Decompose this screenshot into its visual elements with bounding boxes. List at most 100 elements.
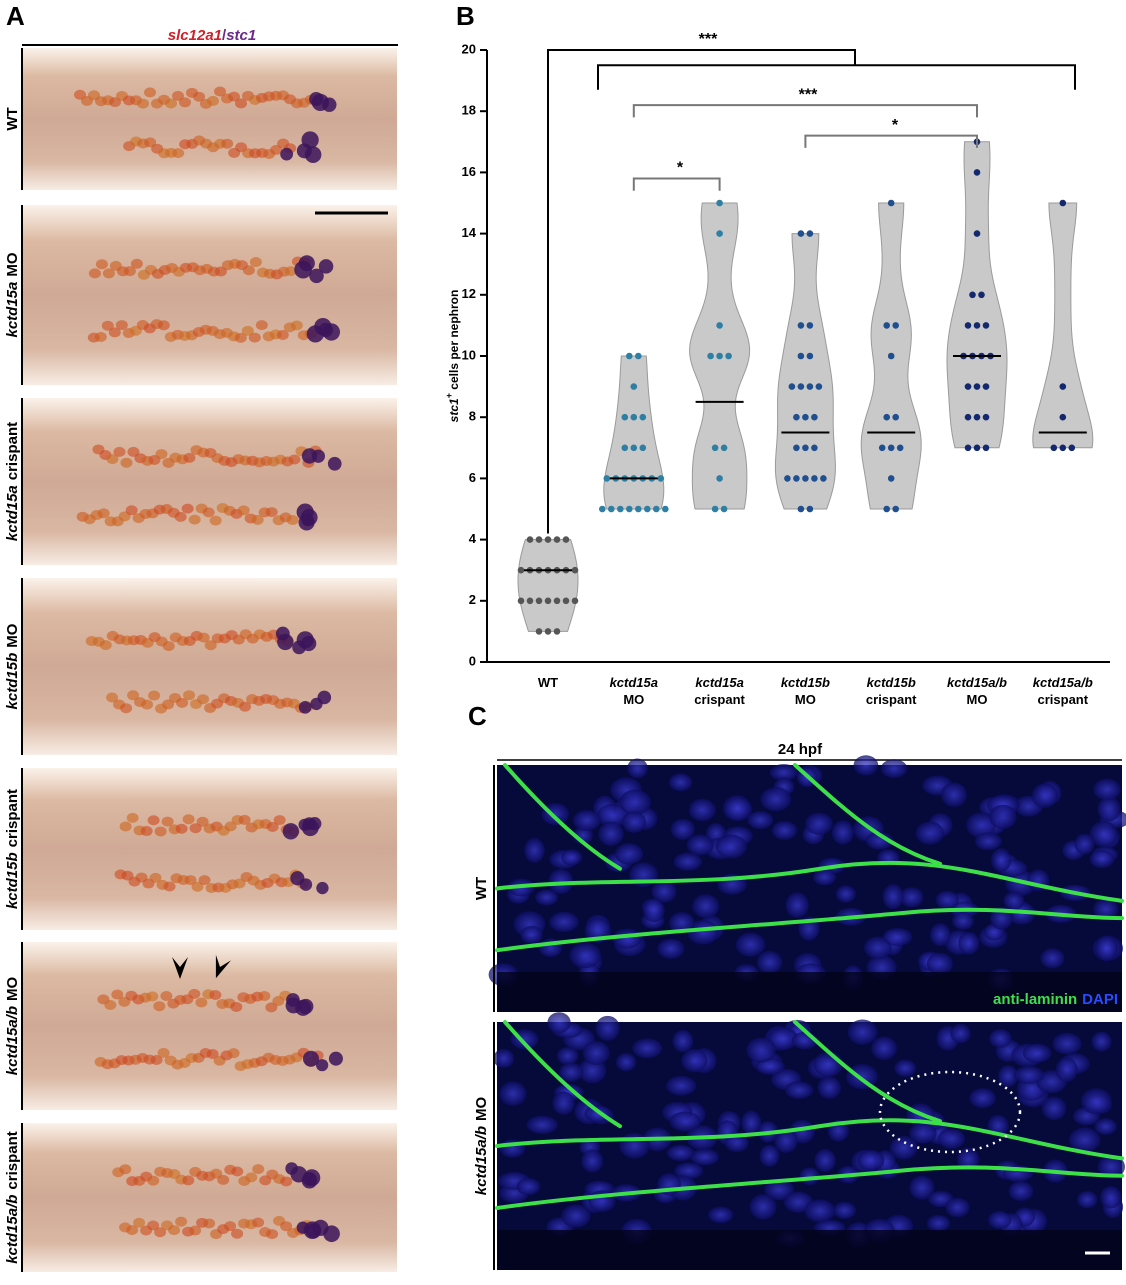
stained-cell bbox=[119, 821, 132, 832]
data-point bbox=[662, 505, 669, 513]
nucleus bbox=[1031, 783, 1058, 808]
stained-cell bbox=[123, 266, 136, 277]
stc1-cell bbox=[316, 1059, 329, 1072]
stc1-cell bbox=[298, 255, 315, 272]
nucleus bbox=[1095, 935, 1118, 962]
data-point bbox=[526, 536, 534, 543]
nucleus bbox=[668, 911, 695, 934]
stained-cell bbox=[120, 457, 133, 468]
panel-label: C bbox=[468, 701, 487, 731]
nucleus bbox=[1055, 1057, 1078, 1083]
stained-cell bbox=[153, 1001, 166, 1012]
stained-cell bbox=[224, 1221, 237, 1232]
stained-cell bbox=[266, 821, 279, 832]
nucleus bbox=[857, 1149, 885, 1171]
data-point bbox=[535, 536, 543, 543]
stained-cell bbox=[147, 1175, 160, 1186]
data-point bbox=[571, 597, 579, 605]
data-point bbox=[973, 444, 981, 452]
nucleus bbox=[688, 798, 716, 822]
y-tick-label: 4 bbox=[469, 531, 477, 546]
stained-cell bbox=[204, 640, 217, 651]
data-point bbox=[621, 413, 629, 421]
data-point bbox=[982, 444, 990, 452]
stained-cell bbox=[252, 1164, 265, 1175]
significance-bracket bbox=[597, 64, 1076, 90]
stained-cell bbox=[231, 1228, 244, 1239]
stained-cell bbox=[99, 640, 112, 651]
row-label: kctd15a MO bbox=[4, 252, 21, 337]
data-point bbox=[711, 505, 719, 513]
nucleus bbox=[632, 1038, 663, 1059]
data-point bbox=[973, 413, 981, 421]
data-point bbox=[892, 505, 899, 513]
stained-cell bbox=[88, 268, 101, 279]
stained-cell bbox=[191, 881, 204, 892]
stained-cell bbox=[280, 1221, 293, 1232]
nucleus bbox=[735, 932, 766, 957]
data-point bbox=[639, 444, 647, 452]
stained-cell bbox=[120, 703, 133, 714]
stained-cell bbox=[265, 507, 278, 518]
nucleus bbox=[1100, 1185, 1122, 1209]
stained-cell bbox=[202, 507, 215, 518]
data-point bbox=[711, 444, 719, 452]
nucleus bbox=[952, 911, 975, 930]
nucleus bbox=[673, 852, 703, 871]
stained-cell bbox=[195, 997, 208, 1008]
stained-cell bbox=[227, 1048, 240, 1059]
nucleus bbox=[621, 811, 647, 833]
label-part: kctd15a bbox=[4, 282, 21, 338]
data-point bbox=[725, 352, 732, 360]
laminin-line bbox=[495, 1118, 1124, 1161]
nucleus bbox=[769, 764, 798, 781]
data-point bbox=[517, 566, 525, 574]
nucleus bbox=[548, 868, 574, 895]
data-point bbox=[969, 291, 976, 299]
panel-label: A bbox=[6, 1, 25, 31]
y-tick-label: 6 bbox=[469, 470, 476, 485]
nucleus bbox=[692, 894, 720, 919]
stained-cell bbox=[209, 515, 222, 526]
label-part: stc1 bbox=[447, 398, 461, 422]
significance-label: * bbox=[677, 160, 684, 177]
outline bbox=[878, 1070, 1022, 1154]
data-point bbox=[630, 444, 638, 452]
nucleus bbox=[499, 1081, 527, 1106]
nucleus bbox=[558, 1062, 584, 1082]
x-tick-label: kctd15a MO bbox=[610, 675, 658, 707]
stained-cell bbox=[172, 148, 185, 159]
data-point bbox=[626, 505, 633, 513]
data-point bbox=[802, 444, 809, 452]
data-point bbox=[599, 505, 606, 513]
nucleus bbox=[516, 1178, 541, 1196]
data-point bbox=[964, 322, 972, 329]
row-label: kctd15b MO bbox=[4, 623, 21, 709]
stained-cell bbox=[286, 515, 299, 526]
stained-cell bbox=[150, 1055, 163, 1066]
nucleus bbox=[552, 1091, 575, 1115]
data-point bbox=[626, 352, 633, 360]
stained-cell bbox=[233, 878, 246, 889]
nucleus bbox=[989, 804, 1017, 830]
label-part: WT bbox=[4, 107, 21, 130]
stc1-cell bbox=[298, 998, 314, 1015]
data-point bbox=[793, 413, 800, 421]
data-point bbox=[806, 505, 814, 513]
nucleus bbox=[1089, 821, 1118, 847]
stc1-cell bbox=[306, 325, 325, 343]
stc1-cell bbox=[309, 268, 324, 284]
significance-label: *** bbox=[799, 86, 818, 103]
nucleus bbox=[863, 936, 892, 959]
data-point bbox=[617, 505, 624, 513]
data-point bbox=[982, 322, 990, 329]
data-point bbox=[811, 413, 818, 421]
data-point bbox=[517, 597, 525, 605]
data-point bbox=[811, 444, 818, 452]
data-point bbox=[820, 475, 827, 482]
label-part: kctd15b bbox=[781, 675, 830, 690]
data-point bbox=[535, 628, 543, 635]
stained-cell bbox=[175, 823, 188, 834]
stc1-cell bbox=[328, 1051, 343, 1066]
nucleus bbox=[681, 1048, 708, 1073]
